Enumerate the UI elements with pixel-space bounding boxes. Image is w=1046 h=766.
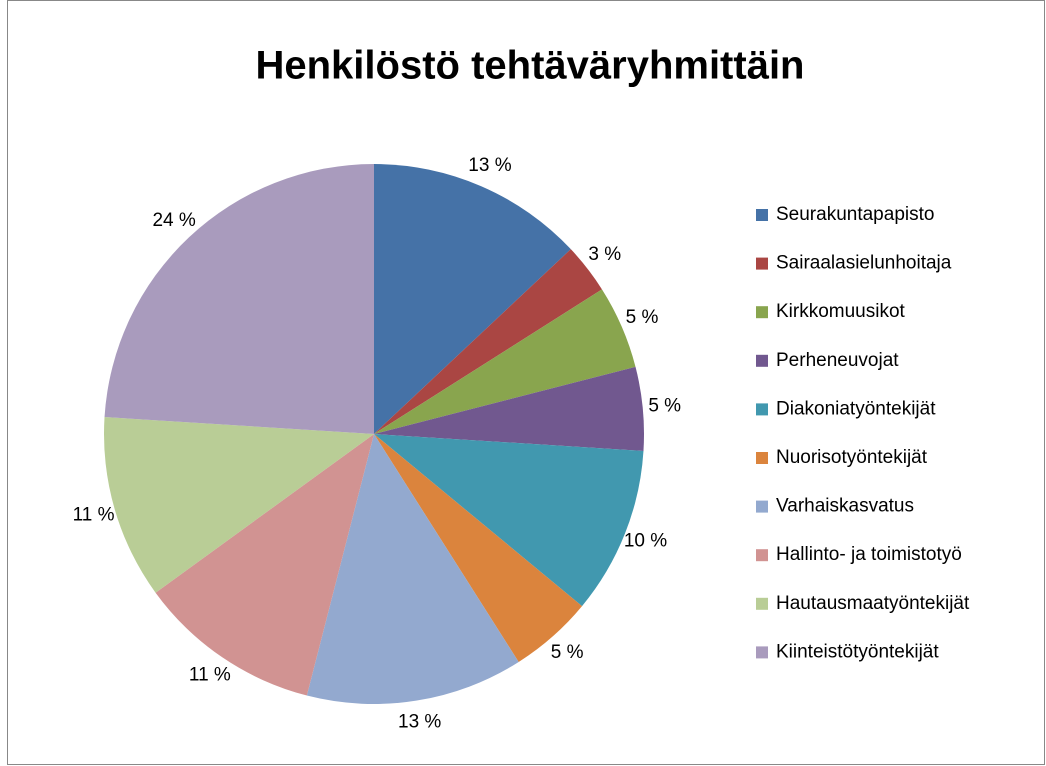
- pie-slice: [374, 366, 645, 451]
- legend-label: Seurakuntapapisto: [776, 204, 934, 225]
- legend-swatch: [756, 354, 768, 367]
- pie-slice: [104, 164, 375, 434]
- data-label: 24 %: [152, 210, 195, 231]
- data-label: 10 %: [624, 531, 667, 552]
- pie-slice: [155, 434, 374, 696]
- legend-label: Perheneuvojat: [776, 350, 899, 371]
- data-label: 11 %: [73, 504, 115, 525]
- data-label: 3 %: [588, 244, 621, 265]
- legend-label: Diakoniatyöntekijät: [776, 398, 936, 419]
- pie-slice: [374, 434, 583, 662]
- legend-label: Varhaiskasvatus: [776, 496, 914, 517]
- data-label: 5 %: [551, 642, 584, 663]
- data-label: 5 %: [648, 396, 681, 417]
- legend-swatch: [756, 646, 768, 659]
- legend-swatch: [756, 209, 768, 221]
- pie-slice: [374, 434, 644, 607]
- data-label: 13 %: [398, 711, 441, 732]
- chart-title: Henkilöstö tehtäväryhmittäin: [255, 44, 804, 88]
- legend-label: Sairaalasielunhoitaja: [776, 253, 952, 274]
- pie-slice: [104, 417, 375, 593]
- legend-swatch: [756, 549, 768, 562]
- pie-slice: [306, 434, 519, 704]
- legend-label: Hautausmaatyöntekijät: [776, 593, 970, 614]
- legend-label: Nuorisotyöntekijät: [776, 447, 928, 468]
- legend-swatch: [756, 597, 768, 610]
- legend-swatch: [756, 500, 768, 513]
- legend-label: Hallinto- ja toimistotyö: [776, 544, 962, 565]
- data-label: 13 %: [468, 155, 511, 176]
- legend-swatch: [756, 403, 768, 416]
- pie-slice: [374, 164, 571, 434]
- legend-swatch: [756, 306, 768, 319]
- legend-swatch: [756, 257, 768, 270]
- data-label: 11 %: [189, 665, 231, 686]
- legend-label: Kiinteistötyöntekijät: [776, 641, 939, 662]
- pie-slice: [374, 289, 636, 434]
- pie-slice: [374, 249, 602, 434]
- data-label: 5 %: [626, 307, 659, 328]
- legend-swatch: [756, 452, 768, 464]
- legend-label: Kirkkomuusikot: [776, 301, 906, 322]
